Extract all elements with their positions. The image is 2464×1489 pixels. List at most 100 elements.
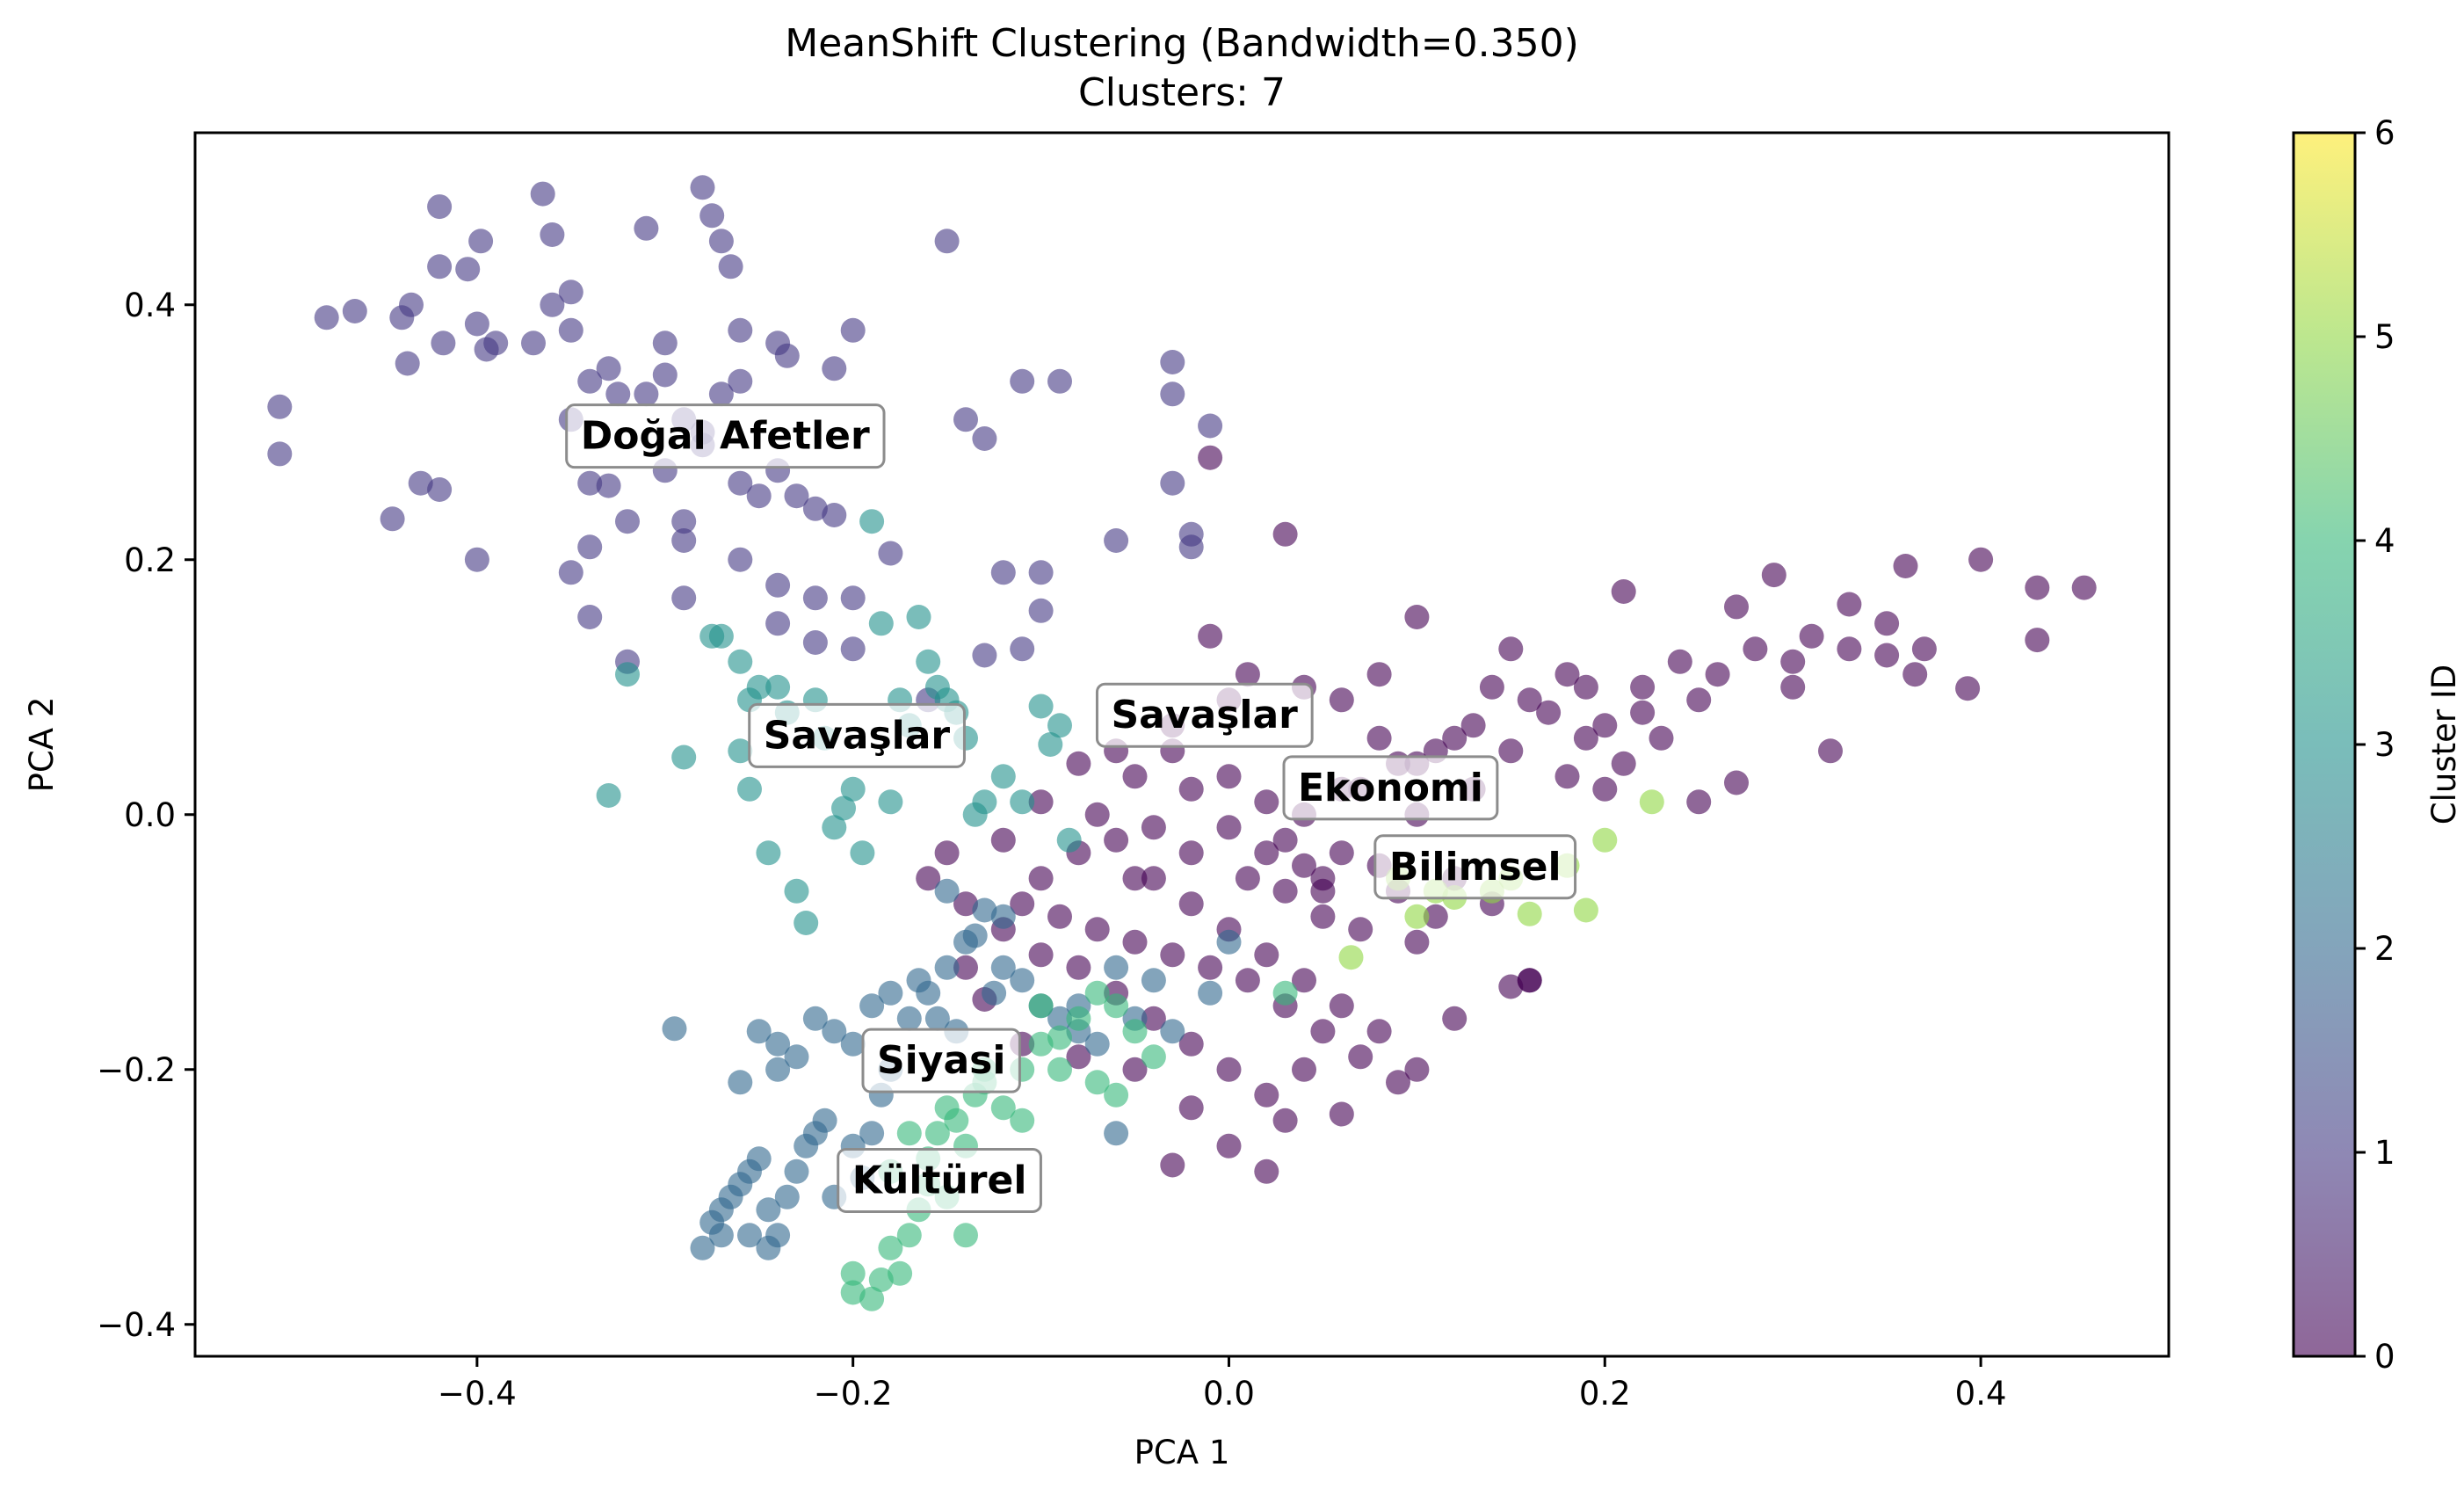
scatter-point-cluster-0 — [953, 955, 978, 980]
scatter-point-cluster-1 — [1010, 636, 1035, 662]
scatter-point-cluster-2 — [1047, 1006, 1072, 1031]
scatter-point-cluster-4 — [1272, 980, 1298, 1006]
scatter-point-cluster-1 — [699, 203, 725, 229]
scatter-point-cluster-1 — [431, 330, 456, 356]
scatter-point-cluster-0 — [1084, 802, 1110, 827]
annotation-box — [837, 1147, 1042, 1213]
scatter-point-cluster-3 — [784, 878, 809, 904]
scatter-point-cluster-0 — [953, 891, 978, 917]
scatter-point-cluster-1 — [577, 605, 603, 629]
scatter-point-cluster-2 — [746, 1146, 772, 1172]
annotation-box — [861, 1028, 1021, 1093]
scatter-point-cluster-0 — [1902, 662, 1928, 687]
scatter-point-cluster-0 — [1254, 1159, 1279, 1184]
colorbar-tick-label: 5 — [2374, 318, 2395, 356]
scatter-point-cluster-1 — [1198, 413, 1223, 439]
scatter-point-cluster-0 — [1348, 1044, 1373, 1070]
scatter-point-cluster-2 — [906, 968, 931, 993]
scatter-point-cluster-5 — [1592, 827, 1618, 853]
scatter-point-cluster-1 — [1104, 528, 1129, 553]
x-tick-label: 0.0 — [1203, 1375, 1255, 1413]
scatter-point-cluster-0 — [1178, 1031, 1204, 1057]
scatter-point-cluster-3 — [878, 789, 903, 815]
scatter-point-cluster-1 — [765, 611, 791, 636]
scatter-point-cluster-0 — [1968, 547, 1994, 572]
scatter-point-cluster-1 — [596, 356, 621, 381]
scatter-point-cluster-1 — [395, 351, 420, 376]
scatter-point-cluster-3 — [1010, 789, 1035, 815]
scatter-point-cluster-3 — [859, 509, 885, 534]
annotation-label: Ekonomi — [1298, 766, 1483, 810]
annotation-label: Savaşlar — [1111, 693, 1298, 737]
scatter-point-cluster-1 — [558, 560, 583, 585]
colorbar-tick-label: 2 — [2374, 930, 2395, 968]
chart-title: MeanShift Clustering (Bandwidth=0.350) — [785, 21, 1578, 66]
scatter-point-cluster-0 — [1686, 789, 1712, 815]
x-tick-label: 0.2 — [1579, 1375, 1631, 1413]
scatter-point-cluster-1 — [934, 229, 960, 254]
scatter-point-cluster-0 — [2071, 575, 2097, 600]
scatter-point-cluster-0 — [1348, 917, 1373, 942]
scatter-point-cluster-0 — [1386, 1070, 1410, 1095]
scatter-point-cluster-0 — [1611, 751, 1636, 776]
scatter-point-cluster-4 — [1066, 1006, 1091, 1031]
scatter-point-cluster-2 — [812, 1108, 837, 1133]
annotation-label: Kültürel — [852, 1158, 1027, 1202]
scatter-point-cluster-1 — [972, 426, 997, 451]
scatter-point-cluster-0 — [1442, 725, 1468, 751]
scatter-point-cluster-4 — [1047, 1057, 1072, 1082]
scatter-point-cluster-1 — [802, 585, 828, 611]
scatter-point-cluster-1 — [774, 343, 800, 368]
scatter-point-cluster-1 — [708, 229, 734, 254]
scatter-point-cluster-3 — [916, 649, 941, 674]
scatter-point-cluster-4 — [840, 1260, 866, 1286]
scatter-point-cluster-5 — [1573, 897, 1598, 923]
scatter-point-cluster-0 — [1160, 1152, 1185, 1178]
cluster-annotation: Ekonomi — [1282, 755, 1499, 821]
x-tick-label: −0.4 — [438, 1375, 517, 1413]
scatter-point-cluster-0 — [1498, 636, 1524, 662]
scatter-point-cluster-2 — [1010, 968, 1035, 993]
scatter-point-cluster-2 — [924, 1006, 950, 1031]
scatter-point-cluster-0 — [1329, 1101, 1354, 1127]
scatter-point-cluster-1 — [577, 368, 603, 394]
scatter-point-cluster-1 — [652, 362, 678, 388]
scatter-point-cluster-2 — [934, 878, 960, 904]
scatter-point-cluster-1 — [427, 254, 453, 280]
scatter-point-cluster-0 — [1178, 776, 1204, 802]
scatter-point-cluster-3 — [765, 674, 791, 700]
scatter-point-cluster-4 — [896, 1121, 922, 1146]
scatter-point-cluster-1 — [953, 407, 978, 432]
scatter-point-cluster-1 — [1160, 350, 1185, 374]
scatter-point-cluster-3 — [728, 738, 753, 764]
x-tick-label: −0.2 — [814, 1375, 893, 1413]
scatter-point-cluster-1 — [784, 483, 809, 509]
scatter-point-cluster-0 — [1216, 815, 1242, 840]
scatter-point-cluster-0 — [1066, 1044, 1091, 1070]
scatter-point-cluster-1 — [822, 356, 847, 381]
scatter-point-cluster-0 — [1272, 827, 1298, 853]
scatter-point-cluster-0 — [1460, 713, 1486, 738]
scatter-point-cluster-4 — [896, 1223, 922, 1248]
scatter-point-cluster-1 — [558, 280, 583, 305]
scatter-point-cluster-0 — [1667, 649, 1692, 674]
x-tick-label: 0.4 — [1955, 1375, 2007, 1413]
scatter-point-cluster-0 — [1554, 662, 1580, 687]
scatter-point-cluster-1 — [521, 330, 546, 356]
scatter-point-cluster-0 — [1498, 974, 1524, 999]
scatter-point-cluster-3 — [850, 840, 875, 866]
scatter-point-cluster-1 — [671, 509, 697, 534]
scatter-point-cluster-0 — [1122, 1057, 1148, 1082]
scatter-point-cluster-2 — [1160, 1019, 1185, 1044]
scatter-point-cluster-0 — [1122, 866, 1148, 891]
colorbar-ticks: 0 1 2 3 4 5 6 — [2355, 114, 2395, 1376]
scatter-point-cluster-0 — [1272, 1108, 1298, 1133]
scatter-point-cluster-2 — [802, 1006, 828, 1031]
scatter-point-cluster-2 — [765, 1057, 791, 1082]
scatter-point-cluster-1 — [840, 317, 866, 343]
scatter-point-cluster-0 — [1178, 840, 1204, 866]
scatter-point-cluster-0 — [1178, 891, 1204, 917]
scatter-point-cluster-0 — [1329, 687, 1354, 713]
scatter-point-cluster-1 — [464, 311, 489, 337]
